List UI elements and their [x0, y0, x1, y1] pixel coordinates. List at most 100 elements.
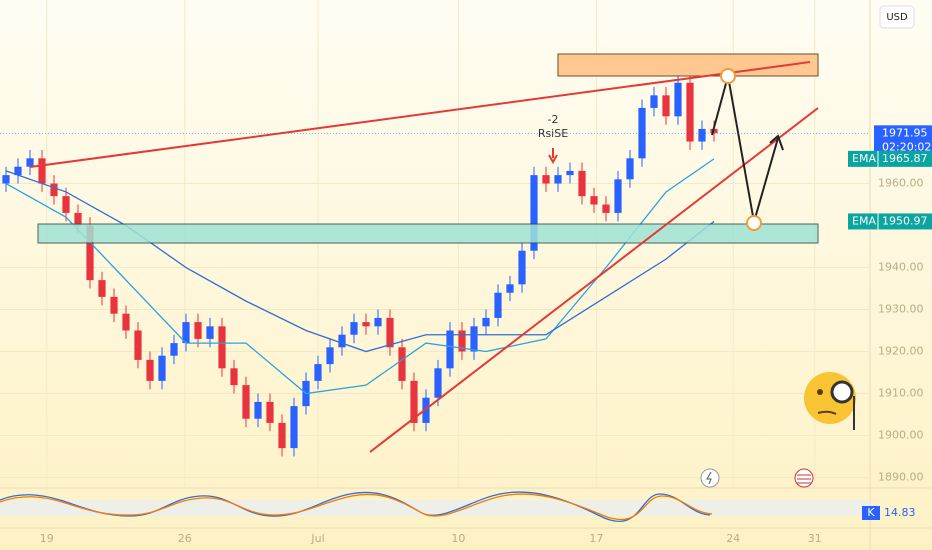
ema-badge [848, 150, 932, 167]
event-icon-bolt [706, 471, 712, 485]
candle-body [98, 280, 106, 297]
event-icon[interactable] [794, 468, 814, 488]
y-tick-label: 1910.00 [878, 387, 924, 400]
oscillator-band [0, 500, 870, 516]
candle-body [698, 128, 706, 142]
candle-body [398, 347, 406, 381]
event-icon[interactable] [700, 468, 720, 488]
candle-body [626, 158, 634, 180]
x-tick-label: 31 [808, 532, 822, 545]
candle-body [230, 368, 238, 386]
candle-body [506, 284, 514, 293]
candle-body [554, 175, 562, 184]
candle-body [14, 166, 22, 176]
candle-body [566, 170, 574, 176]
y-tick-label: 1940.00 [878, 261, 924, 274]
pivot-marker [720, 68, 736, 84]
candle-body [590, 196, 598, 205]
candle-body [2, 175, 10, 184]
emoji-mouth [817, 410, 837, 415]
candle-body [578, 170, 586, 197]
oscillator-name: K [867, 506, 875, 519]
y-tick-label: 1890.00 [878, 471, 924, 484]
candle-body [494, 292, 502, 318]
event-icon-flag [797, 474, 811, 484]
candle-body [218, 326, 226, 369]
currency-label: USD [886, 12, 908, 23]
plot [0, 0, 870, 488]
candle-body [338, 334, 346, 348]
ema-badge-value: 1965.87 [882, 152, 928, 165]
candle-body [410, 380, 418, 423]
projection-path [711, 75, 779, 223]
candle-body [278, 422, 286, 449]
countdown: 02:20:02 [882, 140, 931, 153]
signal-arrow [548, 148, 558, 165]
candle-body [518, 250, 526, 285]
candle-body [602, 204, 610, 213]
candle-body [182, 322, 190, 344]
candle-body [134, 330, 142, 360]
signal-text: RsiSE [538, 127, 568, 140]
candle-body [86, 225, 94, 281]
candle-body [374, 317, 382, 327]
candle-body [326, 347, 334, 365]
candle-body [422, 397, 430, 423]
candle-body [158, 355, 166, 381]
oscillator-value: 14.83 [884, 506, 916, 519]
x-tick-label: 17 [589, 532, 603, 545]
signal-count: -2 [548, 113, 559, 126]
candle-body [530, 175, 538, 251]
candle-body [386, 317, 394, 348]
oscillator-badge [862, 506, 880, 520]
y-tick-label: 1920.00 [878, 345, 924, 358]
ema-badge-value: 1950.97 [882, 214, 928, 227]
candle-body [194, 322, 202, 339]
ema-badge-name: EMA [852, 214, 876, 227]
candle-body [206, 326, 214, 339]
support-zone [37, 223, 819, 244]
candle-body [122, 313, 130, 331]
candle-body [62, 196, 70, 213]
y-tick-label: 1960.00 [878, 177, 924, 190]
candle-body [614, 179, 622, 213]
ema-badge-name: EMA [852, 152, 876, 165]
candle-body [266, 401, 274, 423]
trend-line [29, 61, 811, 168]
candle-body [350, 322, 358, 335]
candle-body [110, 296, 118, 314]
candle-body [254, 401, 262, 419]
resistance-zone [557, 53, 819, 77]
x-tick-label: Jul [310, 532, 324, 545]
y-tick-label: 1930.00 [878, 303, 924, 316]
pivot-marker [746, 215, 762, 231]
candle-body [482, 317, 490, 327]
ema-badge [848, 213, 932, 230]
x-tick-label: 24 [726, 532, 740, 545]
candle-body [662, 95, 670, 117]
candle-body [674, 82, 682, 117]
x-tick-label: 19 [40, 532, 54, 545]
emoji-monocle [830, 380, 854, 404]
candle-body [242, 385, 250, 419]
candle-body [50, 183, 58, 197]
candle-body [686, 82, 694, 142]
x-tick-label: 10 [451, 532, 465, 545]
candle-body [290, 406, 298, 449]
candle-body [470, 326, 478, 352]
candle-body [650, 95, 658, 108]
emoji-eye [817, 389, 823, 395]
currency-button[interactable] [879, 5, 915, 29]
ema-line [5, 158, 715, 395]
candle-body [458, 330, 466, 352]
last-price: 1971.95 [882, 126, 928, 139]
candle-body [314, 364, 322, 381]
candle-body [362, 322, 370, 327]
price-badge [874, 125, 932, 156]
candle-body [26, 158, 34, 167]
x-tick-label: 26 [178, 532, 192, 545]
arrow-head [769, 134, 784, 151]
candle-body [146, 359, 154, 381]
